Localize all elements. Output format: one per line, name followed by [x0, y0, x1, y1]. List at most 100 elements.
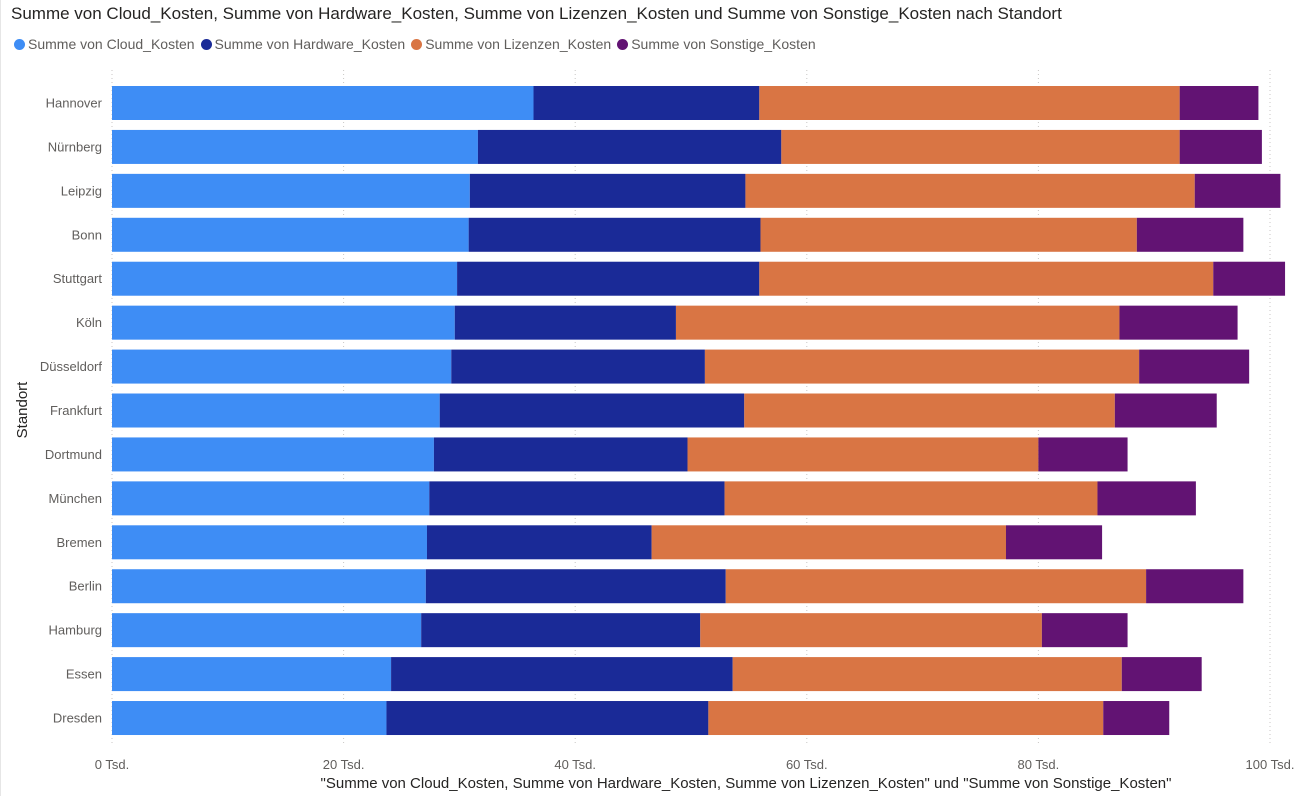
bar-segment[interactable]	[1041, 613, 1128, 648]
legend-dot-icon	[14, 38, 25, 50]
bar-segment[interactable]	[1179, 129, 1262, 164]
x-tick-label: 20 Tsd.	[323, 757, 365, 772]
bar-segment[interactable]	[732, 657, 1122, 692]
bar-segment[interactable]	[687, 437, 1039, 472]
bar-segment[interactable]	[426, 525, 652, 560]
bar-segment[interactable]	[451, 349, 705, 384]
bar-segment[interactable]	[112, 481, 430, 516]
bar-segment[interactable]	[1213, 261, 1286, 296]
bar-segment[interactable]	[112, 437, 434, 472]
bar-segment[interactable]	[1179, 86, 1259, 120]
bar-segment[interactable]	[391, 657, 733, 692]
bar-segment[interactable]	[1139, 349, 1250, 384]
bar-segment[interactable]	[759, 86, 1180, 120]
category-label: Düsseldorf	[40, 359, 103, 374]
bar-segment[interactable]	[112, 569, 426, 604]
bar-segment[interactable]	[454, 305, 676, 340]
bars	[112, 86, 1286, 736]
bar-segment[interactable]	[112, 173, 470, 208]
bar-segment[interactable]	[425, 569, 726, 604]
category-label: Essen	[66, 667, 102, 682]
bar-segment[interactable]	[433, 437, 688, 472]
bar-segment[interactable]	[112, 261, 458, 296]
bar-segment[interactable]	[1038, 437, 1128, 472]
bar-segment[interactable]	[700, 613, 1042, 648]
legend-label: Summe von Hardware_Kosten	[214, 36, 406, 52]
bar-segment[interactable]	[1097, 481, 1196, 516]
x-tick-label: 0 Tsd.	[95, 757, 129, 772]
bar-segment[interactable]	[1194, 173, 1281, 208]
bar-segment[interactable]	[468, 217, 761, 252]
bar-segment[interactable]	[1121, 657, 1202, 692]
bar-segment[interactable]	[457, 261, 760, 296]
bar-segment[interactable]	[1114, 393, 1217, 428]
bar-segment[interactable]	[112, 217, 469, 252]
bar-segment[interactable]	[744, 393, 1115, 428]
category-label: Leipzig	[61, 183, 102, 198]
chart-title: Summe von Cloud_Kosten, Summe von Hardwa…	[11, 4, 1062, 23]
legend-label: Summe von Cloud_Kosten	[28, 36, 195, 52]
category-label: Hamburg	[49, 623, 102, 638]
bar-segment[interactable]	[1119, 305, 1238, 340]
legend-dot-icon	[617, 38, 629, 50]
bar-segment[interactable]	[112, 305, 455, 340]
bar-segment[interactable]	[477, 129, 782, 164]
legend-item-hardware[interactable]: Summe von Hardware_Kosten	[200, 36, 406, 52]
category-label: Frankfurt	[50, 403, 102, 418]
category-label: Bremen	[56, 535, 102, 550]
category-labels: Hannover Nürnberg Leipzig Bonn Stuttgart Köln…	[40, 96, 103, 726]
legend-item-lizenzen[interactable]: Summe von Lizenzen_Kosten	[411, 36, 611, 52]
x-tick-label: 60 Tsd.	[786, 757, 828, 772]
category-label: Berlin	[69, 579, 102, 594]
category-label: Nürnberg	[48, 139, 102, 154]
category-label: Bonn	[72, 227, 102, 242]
x-tick-labels: 0 Tsd. 20 Tsd. 40 Tsd. 60 Tsd. 80 Tsd. 100 Ts…	[95, 757, 1295, 772]
legend-dot-icon	[200, 38, 212, 50]
bar-segment[interactable]	[1005, 525, 1103, 560]
bar-segment[interactable]	[112, 701, 387, 736]
bar-segment[interactable]	[1103, 701, 1170, 736]
bar-segment[interactable]	[112, 393, 440, 428]
legend-dot-icon	[411, 38, 423, 50]
bar-segment[interactable]	[651, 525, 1006, 560]
bar-segment[interactable]	[759, 261, 1214, 296]
bar-segment[interactable]	[1136, 217, 1244, 252]
bar-segment[interactable]	[1146, 569, 1244, 604]
x-tick-label: 80 Tsd.	[1018, 757, 1060, 772]
legend-label: Summe von Lizenzen_Kosten	[425, 36, 612, 52]
bar-segment[interactable]	[725, 569, 1147, 604]
bar-segment[interactable]	[704, 349, 1140, 384]
bar-segment[interactable]	[781, 129, 1180, 164]
bar-segment[interactable]	[760, 217, 1137, 252]
bar-segment[interactable]	[112, 86, 534, 120]
legend: Summe von Cloud_Kosten Summe von Hardwar…	[14, 36, 822, 52]
category-label: Köln	[76, 315, 102, 330]
bar-segment[interactable]	[112, 613, 422, 648]
category-label: Dortmund	[45, 447, 102, 462]
bar-segment[interactable]	[429, 481, 725, 516]
bar-segment[interactable]	[708, 701, 1104, 736]
bar-segment[interactable]	[421, 613, 701, 648]
bar-segment[interactable]	[439, 393, 745, 428]
x-tick-label: 100 Tsd.	[1246, 757, 1295, 772]
bar-segment[interactable]	[112, 657, 392, 692]
bar-segment[interactable]	[724, 481, 1098, 516]
legend-label: Summe von Sonstige_Kosten	[631, 36, 816, 52]
bar-segment[interactable]	[533, 86, 760, 120]
bar-segment[interactable]	[112, 349, 452, 384]
bar-segment[interactable]	[386, 701, 709, 736]
legend-item-sonstige[interactable]: Summe von Sonstige_Kosten	[617, 36, 816, 52]
bar-segment[interactable]	[112, 525, 427, 560]
x-axis-title: "Summe von Cloud_Kosten, Summe von Hardw…	[321, 775, 1172, 792]
bar-segment[interactable]	[469, 173, 746, 208]
bar-segment[interactable]	[745, 173, 1195, 208]
bar-segment[interactable]	[112, 129, 478, 164]
category-label: Hannover	[46, 96, 103, 111]
legend-item-cloud[interactable]: Summe von Cloud_Kosten	[14, 36, 195, 52]
category-label: München	[49, 491, 102, 506]
category-label: Dresden	[53, 711, 102, 726]
y-axis-title: Standort	[14, 381, 31, 439]
bar-segment[interactable]	[675, 305, 1120, 340]
